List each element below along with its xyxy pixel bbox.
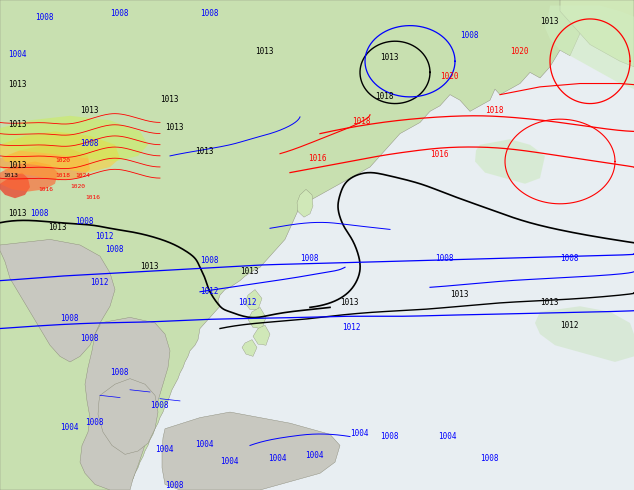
Text: 1013: 1013 (8, 120, 27, 129)
Polygon shape (0, 162, 58, 192)
Text: 1013: 1013 (340, 298, 358, 307)
Text: 1018: 1018 (352, 117, 370, 126)
Text: 1013: 1013 (8, 80, 27, 89)
Polygon shape (248, 307, 266, 328)
Text: 1012: 1012 (95, 232, 113, 241)
Text: 1008: 1008 (165, 481, 183, 490)
Text: 1013: 1013 (255, 47, 273, 56)
Text: 1008: 1008 (200, 9, 219, 18)
Text: 1018: 1018 (375, 93, 394, 101)
Polygon shape (535, 306, 634, 362)
Text: 1013: 1013 (160, 95, 179, 104)
Text: 1013: 1013 (8, 162, 27, 171)
Text: 1008: 1008 (435, 254, 453, 263)
Text: 1008: 1008 (75, 217, 93, 226)
Text: 1008: 1008 (150, 401, 169, 410)
Text: 1004: 1004 (220, 457, 238, 465)
Polygon shape (0, 131, 120, 172)
Text: 1004: 1004 (8, 50, 27, 59)
Text: 1013: 1013 (540, 17, 559, 25)
Text: 1008: 1008 (480, 454, 498, 464)
Text: 1008: 1008 (60, 314, 79, 323)
Polygon shape (0, 240, 115, 362)
Polygon shape (297, 189, 313, 217)
Text: 1008: 1008 (380, 432, 399, 441)
Text: 1012: 1012 (560, 321, 578, 330)
Text: 1020: 1020 (55, 158, 70, 163)
Text: 1004: 1004 (350, 429, 368, 438)
Text: 1004: 1004 (195, 440, 214, 449)
Text: 1008: 1008 (35, 13, 53, 23)
Polygon shape (0, 145, 90, 180)
Polygon shape (253, 325, 270, 345)
Text: 1004: 1004 (268, 454, 287, 464)
Polygon shape (98, 379, 158, 454)
Text: 1013: 1013 (48, 223, 67, 232)
Text: 1024: 1024 (75, 172, 90, 177)
Text: 1013: 1013 (140, 262, 158, 270)
Polygon shape (560, 0, 634, 67)
Text: 1008: 1008 (80, 334, 98, 343)
Text: 1013: 1013 (450, 290, 469, 298)
Text: 1012: 1012 (90, 278, 108, 288)
Polygon shape (80, 318, 170, 490)
Polygon shape (245, 290, 262, 310)
Text: 1020: 1020 (70, 184, 85, 189)
Text: 1016: 1016 (85, 195, 100, 200)
Text: 1018: 1018 (485, 106, 503, 115)
Text: 1008: 1008 (30, 209, 48, 219)
Text: 1008: 1008 (110, 368, 129, 376)
Polygon shape (242, 340, 257, 356)
Text: 1013: 1013 (240, 267, 259, 276)
Text: 1012: 1012 (200, 287, 219, 296)
Text: 1008: 1008 (105, 245, 124, 254)
Text: 1013: 1013 (195, 147, 214, 156)
Text: 1008: 1008 (85, 417, 103, 427)
Text: 1013: 1013 (80, 106, 98, 115)
Text: 1008: 1008 (200, 256, 219, 265)
Text: 1020: 1020 (510, 47, 529, 56)
Text: 1008: 1008 (80, 139, 98, 148)
Polygon shape (0, 172, 30, 198)
Text: 1004: 1004 (155, 445, 174, 454)
Text: 1004: 1004 (438, 432, 456, 441)
Text: 1004: 1004 (60, 423, 79, 432)
Polygon shape (0, 116, 148, 162)
Text: 1008: 1008 (300, 254, 318, 263)
Text: 1013: 1013 (3, 172, 18, 177)
Text: 1018: 1018 (55, 172, 70, 177)
Polygon shape (475, 139, 545, 184)
Text: 1013: 1013 (8, 209, 27, 219)
Text: 1016: 1016 (38, 187, 53, 192)
Text: 1012: 1012 (342, 323, 361, 332)
Polygon shape (545, 5, 634, 89)
Text: 1020: 1020 (440, 73, 458, 81)
Text: 1004: 1004 (305, 451, 323, 460)
Polygon shape (162, 412, 340, 490)
Text: 1008: 1008 (110, 9, 129, 18)
Text: 1016: 1016 (430, 150, 448, 159)
Text: 1013: 1013 (380, 53, 399, 62)
Text: 1008: 1008 (460, 31, 479, 40)
Text: 1013: 1013 (540, 298, 559, 307)
Text: 1012: 1012 (238, 298, 257, 307)
Text: 1008: 1008 (560, 254, 578, 263)
Text: 1013: 1013 (165, 122, 183, 131)
Text: 1016: 1016 (308, 154, 327, 163)
